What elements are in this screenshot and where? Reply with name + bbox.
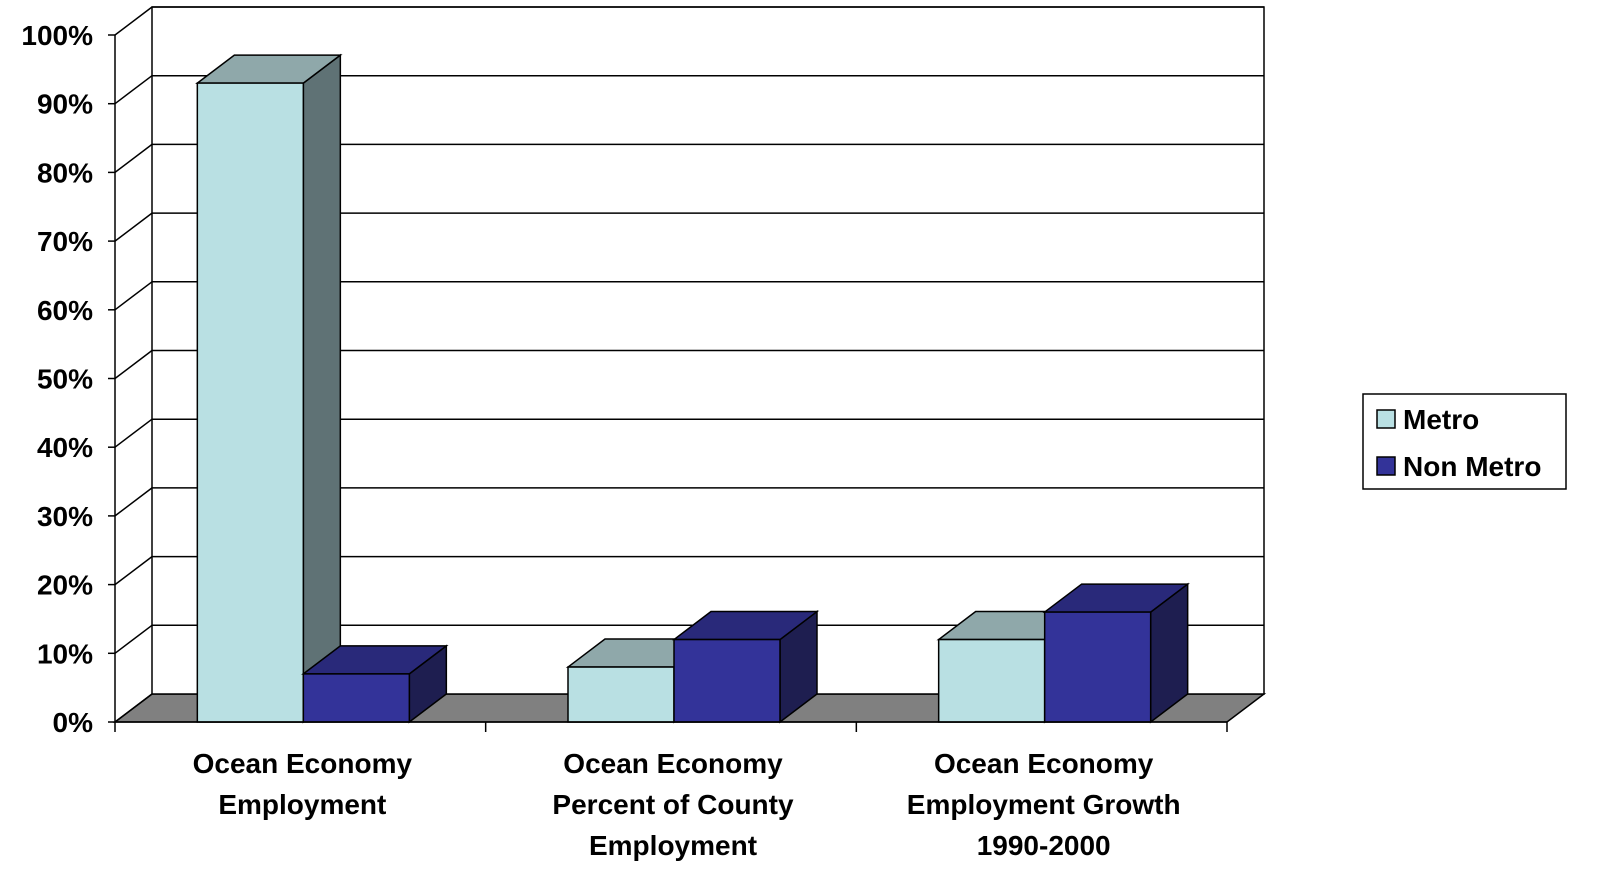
y-tick-label: 0% [53,707,94,738]
y-tick-label: 40% [37,432,93,463]
category-label-line: Percent of County [552,789,794,820]
category-label: Ocean Economy Percent of County Employment [552,748,794,861]
y-tick-label: 90% [37,89,93,120]
category-label-line: 1990-2000 [977,830,1111,861]
bar-front [196,82,305,723]
y-tick-label: 10% [37,638,93,669]
side-gridline [114,6,153,36]
category-label-line: Ocean Economy [563,748,783,779]
y-axis: 0% 10% 20% 30% 40% 50% 60% 70% 80% 90% 100% [21,20,116,738]
side-gridline [114,418,153,448]
bars [195,53,1190,724]
bar-front [1043,611,1152,723]
legend-label: Metro [1403,404,1479,435]
side-gridline [114,281,153,311]
side-gridline [114,212,153,242]
side-gridline [114,693,153,723]
y-tick-label: 50% [37,364,93,395]
category-labels: Ocean Economy Employment Ocean Economy Perc… [193,748,1181,861]
bar-front [567,666,675,723]
category-label-line: Employment Growth [907,789,1181,820]
bar-front [302,673,411,723]
legend-label: Non Metro [1403,451,1541,482]
y-tick-label: 70% [37,226,93,257]
side-gridline [114,624,153,654]
y-tick-label: 20% [37,570,93,601]
side-gridline [114,487,153,517]
bar [301,644,449,724]
category-label: Ocean Economy Employment Growth 1990-2000 [907,748,1181,861]
side-gridline [114,143,153,173]
x-axis [114,721,1228,732]
bar [1042,582,1190,724]
y-tick-label: 60% [37,295,93,326]
bar [671,610,820,724]
bar-side [302,53,342,724]
category-label-line: Employment [589,830,757,861]
legend: Metro Non Metro [1362,393,1567,490]
legend-swatch [1376,409,1396,429]
bar [195,53,343,724]
y-tick-label: 30% [37,501,93,532]
side-gridline [114,349,153,380]
y-tick-label: 100% [21,20,93,51]
side-gridline [114,556,153,586]
bar-front [673,638,781,723]
side-gridline [114,75,153,105]
category-label-line: Ocean Economy [934,748,1154,779]
y-tick-label: 80% [37,157,93,188]
bar-front [937,638,1046,723]
legend-box [1362,393,1567,490]
legend-swatch [1376,456,1396,476]
category-label: Ocean Economy Employment [193,748,413,820]
category-label-line: Employment [218,789,386,820]
category-label-line: Ocean Economy [193,748,413,779]
